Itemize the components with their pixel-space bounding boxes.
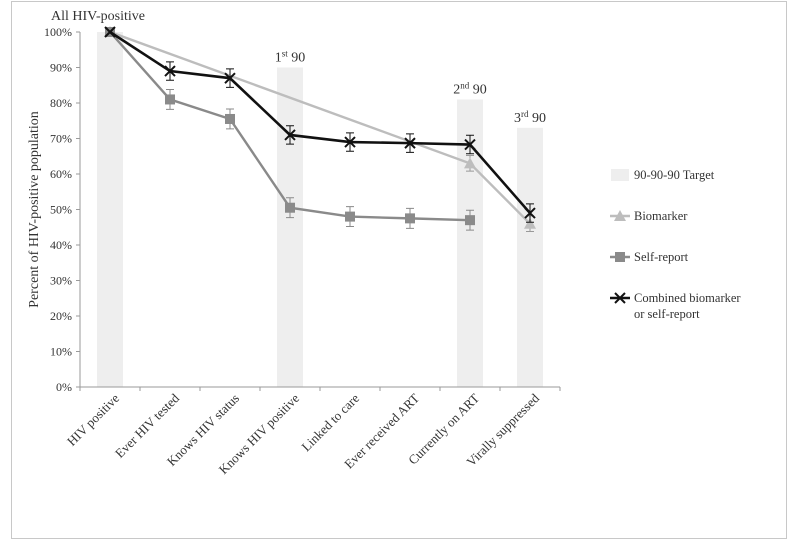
data-point	[345, 211, 355, 222]
x-tick-label: Linked to care	[298, 390, 362, 454]
data-point	[284, 129, 296, 141]
data-point	[524, 207, 536, 219]
data-point	[524, 217, 536, 229]
legend-swatch	[611, 169, 629, 181]
legend-label: Biomarker	[634, 209, 688, 223]
data-point	[285, 202, 295, 213]
data-point	[344, 136, 356, 148]
y-tick-label: 70%	[50, 132, 72, 146]
legend: 90-90-90 Target Biomarker Self-report Combi…	[610, 168, 741, 321]
data-point	[404, 137, 416, 149]
legend-swatch	[614, 292, 626, 304]
target-annotation: 2nd 90	[453, 80, 487, 97]
data-point	[164, 65, 176, 77]
y-axis-label: Percent of HIV-positive population	[27, 111, 42, 308]
legend-label: Self-report	[634, 250, 689, 264]
legend-label: or self-report	[634, 307, 700, 321]
y-tick-label: 90%	[50, 61, 72, 75]
data-point	[464, 157, 476, 169]
series-x	[104, 26, 536, 223]
target-bar-1	[277, 67, 303, 387]
data-point	[224, 72, 236, 84]
y-tick-label: 10%	[50, 345, 72, 359]
legend-swatch	[615, 252, 625, 262]
y-tick-label: 0%	[56, 380, 72, 394]
target-bar-0	[97, 32, 123, 387]
target-annotation: All HIV-positive	[51, 9, 145, 24]
series-line	[109, 30, 531, 214]
chart-frame	[11, 1, 787, 539]
y-tick-label: 80%	[50, 96, 72, 110]
y-tick-label: 20%	[50, 309, 72, 323]
y-tick-label: 60%	[50, 167, 72, 181]
data-point	[165, 94, 175, 105]
y-tick-label: 50%	[50, 203, 72, 217]
data-point	[104, 26, 116, 38]
data-point	[405, 213, 415, 224]
y-tick-label: 100%	[44, 25, 72, 39]
y-tick-label: 30%	[50, 274, 72, 288]
series-square	[105, 27, 475, 231]
target-annotation: 1st 90	[275, 49, 306, 66]
data-point	[225, 113, 235, 124]
y-tick-label: 40%	[50, 238, 72, 252]
data-point	[465, 215, 475, 226]
legend-label: 90-90-90 Target	[634, 168, 715, 182]
legend-swatch	[614, 210, 626, 221]
target-annotation: 3rd 90	[514, 109, 546, 126]
x-tick-label: HIV positive	[64, 390, 122, 448]
data-point	[464, 138, 476, 151]
target-bar-3	[517, 127, 543, 387]
legend-label: Combined biomarker	[634, 291, 741, 305]
